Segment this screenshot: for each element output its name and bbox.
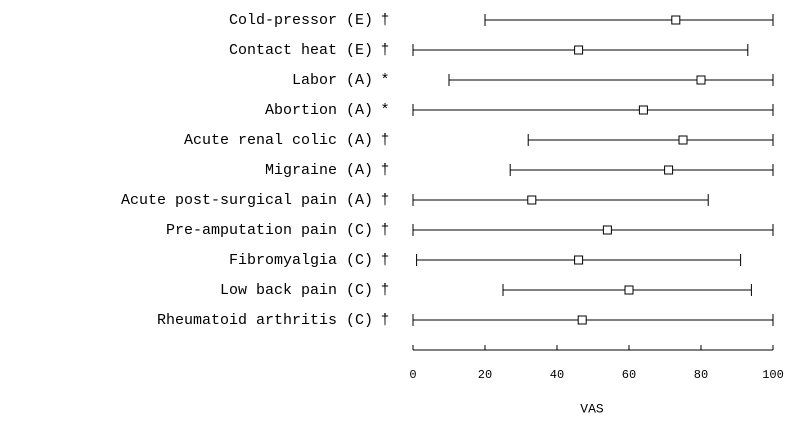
- point-marker: [678, 135, 688, 145]
- significance-marker: †: [380, 222, 389, 239]
- category-label: Fibromyalgia (C): [229, 252, 373, 269]
- significance-marker: †: [380, 12, 389, 29]
- significance-marker: *: [380, 72, 389, 89]
- significance-marker: †: [380, 282, 389, 299]
- category-label: Contact heat (E): [229, 42, 373, 59]
- category-label: Abortion (A): [265, 102, 373, 119]
- category-label: Pre-amputation pain (C): [166, 222, 373, 239]
- category-label: Rheumatoid arthritis (C): [157, 312, 373, 329]
- point-marker: [574, 45, 584, 55]
- category-label: Acute renal colic (A): [184, 132, 373, 149]
- significance-marker: †: [380, 42, 389, 59]
- point-marker: [577, 315, 587, 325]
- significance-marker: †: [380, 312, 389, 329]
- significance-marker: †: [380, 132, 389, 149]
- category-label: Cold-pressor (E): [229, 12, 373, 29]
- category-label: Labor (A): [292, 72, 373, 89]
- point-marker: [602, 225, 612, 235]
- x-tick-label: 20: [478, 368, 492, 382]
- x-axis-label: VAS: [580, 401, 604, 416]
- x-tick-label: 60: [622, 368, 636, 382]
- x-tick-label: 80: [694, 368, 708, 382]
- significance-marker: *: [380, 102, 389, 119]
- category-label: Acute post-surgical pain (A): [121, 192, 373, 209]
- point-marker: [527, 195, 537, 205]
- x-tick-label: 0: [409, 368, 416, 382]
- significance-marker: †: [380, 192, 389, 209]
- significance-marker: †: [380, 252, 389, 269]
- point-marker: [664, 165, 674, 175]
- point-marker: [574, 255, 584, 265]
- category-label: Low back pain (C): [220, 282, 373, 299]
- point-marker: [671, 15, 681, 25]
- point-marker: [638, 105, 648, 115]
- x-tick-label: 100: [762, 368, 784, 382]
- category-label: Migraine (A): [265, 162, 373, 179]
- significance-marker: †: [380, 162, 389, 179]
- x-tick-label: 40: [550, 368, 564, 382]
- point-marker: [696, 75, 706, 85]
- point-marker: [624, 285, 634, 295]
